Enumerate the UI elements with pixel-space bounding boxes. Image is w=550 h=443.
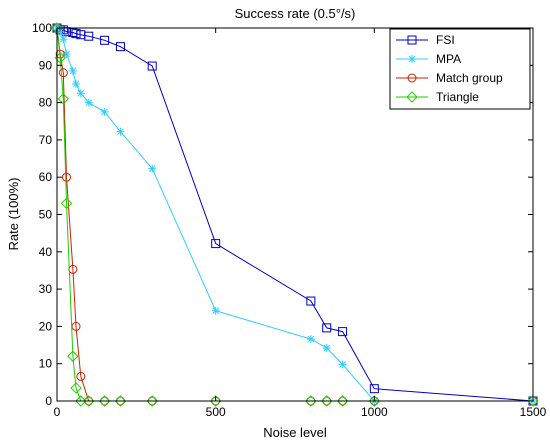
data-point-triangle <box>527 395 539 407</box>
legend: FSI MPA Match group Triangle <box>389 28 531 110</box>
legend-label: FSI <box>436 33 455 47</box>
y-tick-label: 40 <box>39 245 53 259</box>
data-point-triangle <box>146 395 158 407</box>
data-point-mpa <box>306 335 315 344</box>
data-point-triangle <box>98 395 111 407</box>
legend-item-match-group: Match group <box>396 71 503 85</box>
data-point-fsi <box>369 384 379 394</box>
data-point-mpa <box>211 306 220 315</box>
data-point-mpa <box>322 344 331 353</box>
data-point-mpa <box>72 79 81 88</box>
data-point-triangle <box>75 395 87 407</box>
data-point-triangle <box>70 382 82 394</box>
legend-marker <box>406 91 418 103</box>
data-point-fsi <box>115 42 125 52</box>
data-point-triangle <box>67 350 79 362</box>
x-tick-label: 1000 <box>361 405 388 419</box>
legend-label: Match group <box>436 71 503 85</box>
data-point-mpa <box>148 164 157 173</box>
data-point-fsi <box>84 31 94 41</box>
data-point-triangle <box>114 395 127 407</box>
legend-label: Triangle <box>436 90 479 104</box>
data-point-fsi <box>100 35 110 45</box>
y-tick-label: 80 <box>39 96 53 110</box>
x-tick-label: 500 <box>206 405 226 419</box>
legend-marker <box>408 55 416 63</box>
data-point-mpa <box>68 66 77 75</box>
data-point-triangle <box>209 395 222 407</box>
data-point-fsi <box>306 296 316 306</box>
data-point-mpa <box>76 89 85 98</box>
y-tick-label: 0 <box>45 394 52 408</box>
data-point-triangle <box>321 395 333 407</box>
x-tick-label: 1500 <box>520 405 547 419</box>
data-point-mpa <box>59 35 68 44</box>
data-point-match-group <box>62 172 72 182</box>
y-tick-label: 10 <box>39 357 53 371</box>
y-tick-label: 50 <box>39 208 53 222</box>
legend-item-triangle: Triangle <box>396 90 479 104</box>
y-tick-label: 60 <box>39 170 53 184</box>
x-axis-label: Noise level <box>263 425 327 440</box>
series-mpa <box>53 24 537 405</box>
y-tick-label: 30 <box>39 282 53 296</box>
data-point-triangle <box>83 395 95 407</box>
data-point-fsi <box>147 61 157 71</box>
y-tick-label: 20 <box>39 319 53 333</box>
legend-item-mpa: MPA <box>396 52 461 66</box>
data-point-fsi <box>211 239 221 249</box>
data-point-fsi <box>322 323 332 333</box>
data-point-mpa <box>84 98 93 107</box>
data-point-mpa <box>116 127 125 136</box>
legend-item-fsi: FSI <box>396 33 455 47</box>
legend-box <box>389 28 531 110</box>
legend-marker <box>407 73 417 83</box>
data-point-mpa <box>338 360 347 369</box>
series-line-fsi <box>56 27 534 402</box>
data-point-triangle <box>368 395 381 407</box>
data-point-match-group <box>58 68 68 78</box>
y-tick-label: 90 <box>39 58 53 72</box>
data-point-fsi <box>338 327 348 337</box>
x-tick-label: 0 <box>54 405 61 419</box>
y-tick-label: 70 <box>39 133 53 147</box>
y-tick-label: 100 <box>32 21 52 35</box>
data-point-triangle <box>336 395 349 407</box>
data-point-match-group <box>76 371 86 381</box>
data-point-triangle <box>305 395 317 407</box>
data-point-fsi <box>71 29 81 39</box>
data-point-mpa <box>100 107 109 116</box>
legend-label: MPA <box>436 52 461 66</box>
data-point-triangle <box>57 93 70 105</box>
chart-title: Success rate (0.5°/s) <box>235 6 356 21</box>
data-point-triangle <box>60 197 73 210</box>
y-axis-label: Rate (100%) <box>6 178 21 251</box>
ticks-layer: 0 500 1000 1500 0 10 20 30 40 50 60 70 80 90 100 <box>32 21 547 419</box>
legend-marker <box>407 35 417 45</box>
